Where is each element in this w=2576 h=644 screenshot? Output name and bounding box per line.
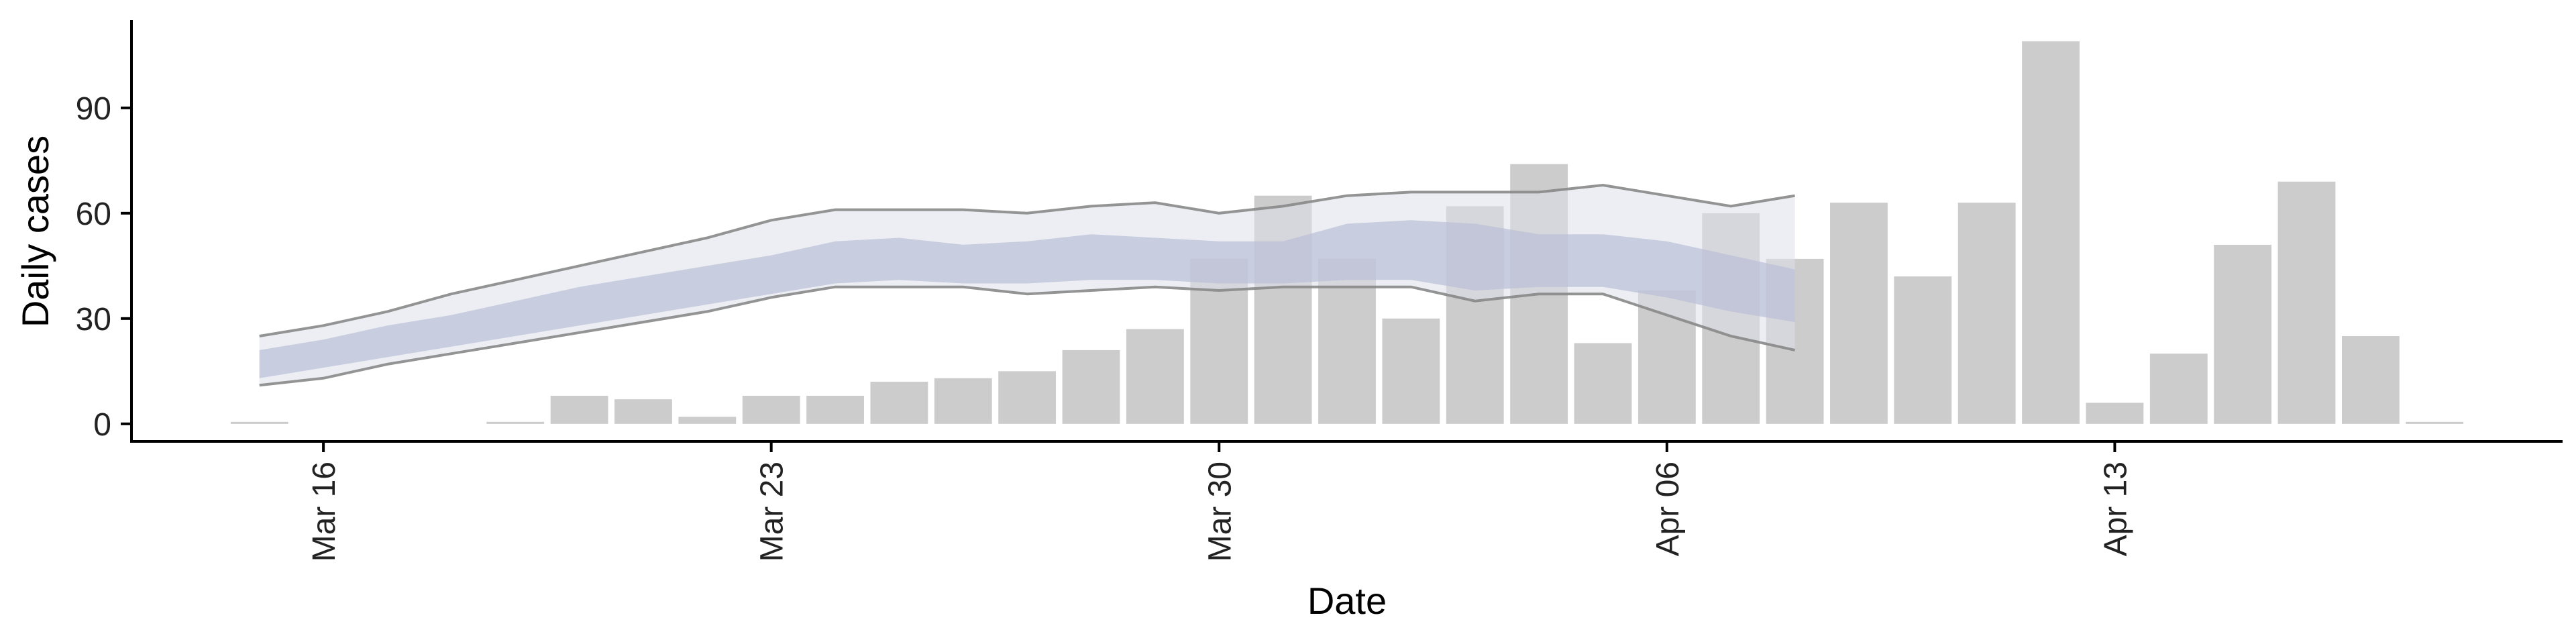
band-layer [259, 183, 1796, 387]
bar [742, 395, 800, 424]
y-tick-label: 30 [76, 302, 111, 337]
bar [486, 421, 545, 424]
y-ticks: 0 30 60 90 [76, 91, 131, 443]
bar [2086, 402, 2144, 424]
bar [2341, 336, 2400, 424]
bar [1062, 350, 1120, 424]
bar [1382, 318, 1440, 424]
bar [550, 395, 608, 424]
x-tick-label: Mar 30 [1202, 462, 1238, 561]
bar [806, 395, 864, 424]
bar [998, 371, 1057, 424]
y-tick-label: 90 [76, 91, 111, 127]
y-tick-label: 0 [93, 407, 111, 443]
lower-bound-line [259, 285, 1796, 387]
y-tick-label: 60 [76, 197, 111, 232]
x-ticks: Mar 16 Mar 23 Mar 30 Apr 06 Apr 13 [307, 441, 2133, 561]
bar [1894, 276, 1952, 424]
bars-layer [230, 41, 2464, 424]
bar [2214, 244, 2272, 424]
bar [870, 382, 928, 424]
y-axis-title: Daily cases [14, 136, 56, 327]
x-tick-label: Mar 16 [307, 462, 342, 561]
bar [614, 399, 672, 424]
bar [1830, 203, 1888, 424]
bar [934, 378, 992, 424]
bar [1574, 343, 1632, 424]
x-tick-label: Apr 13 [2098, 462, 2133, 556]
x-tick-label: Mar 23 [755, 462, 790, 561]
bar [230, 421, 288, 424]
bar [2149, 354, 2208, 424]
bar [1957, 203, 2016, 424]
bar [1126, 329, 1184, 424]
x-tick-label: Apr 06 [1650, 462, 1686, 556]
upper-bound-line [259, 183, 1795, 337]
x-axis-title: Date [1307, 580, 1387, 622]
inner-band [259, 220, 1795, 378]
bar [678, 417, 737, 424]
bar [2277, 181, 2336, 424]
bar [2022, 41, 2080, 424]
bar [2406, 421, 2464, 424]
